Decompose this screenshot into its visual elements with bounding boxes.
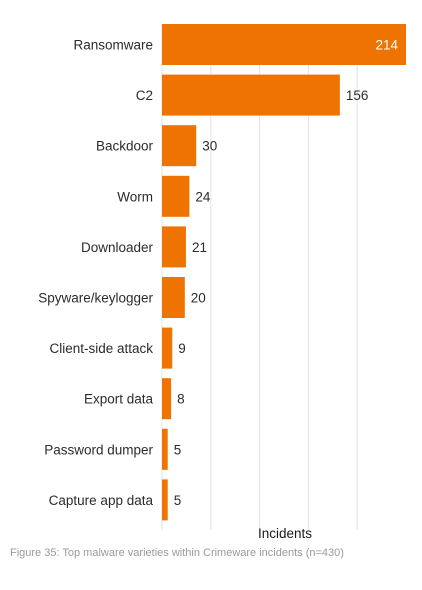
category-label-capture-app-data: Capture app data xyxy=(49,493,154,508)
category-label-export-data: Export data xyxy=(84,392,154,407)
bar-capture-app-data xyxy=(162,479,168,521)
value-label-password-dumper: 5 xyxy=(174,442,182,457)
category-label-worm: Worm xyxy=(117,189,153,204)
bar-downloader xyxy=(162,226,186,268)
value-label-export-data: 8 xyxy=(177,392,185,407)
value-label-downloader: 21 xyxy=(192,240,207,255)
value-label-client-side-attack: 9 xyxy=(178,341,186,356)
category-label-password-dumper: Password dumper xyxy=(44,442,153,457)
x-axis-title: Incidents xyxy=(258,526,312,541)
value-label-backdoor: 30 xyxy=(202,139,217,154)
category-label-downloader: Downloader xyxy=(81,240,154,255)
category-label-spyware-keylogger: Spyware/keylogger xyxy=(38,291,153,306)
value-label-c2: 156 xyxy=(346,88,369,103)
bar-client-side-attack xyxy=(162,327,173,369)
bar-password-dumper xyxy=(162,428,168,470)
value-label-ransomware: 214 xyxy=(375,38,398,53)
category-label-ransomware: Ransomware xyxy=(73,38,153,53)
bar-spyware-keylogger xyxy=(162,277,185,318)
bar-export-data xyxy=(162,378,172,420)
bar-worm xyxy=(162,175,190,217)
figure-caption: Figure 35: Top malware varieties within … xyxy=(10,547,344,559)
bar-c2 xyxy=(162,74,340,116)
category-label-c2: C2 xyxy=(136,88,153,103)
bar-backdoor xyxy=(162,125,197,167)
category-labels: Ransomware C2 Backdoor Worm Downloader Spywar… xyxy=(38,38,153,508)
category-label-client-side-attack: Client-side attack xyxy=(49,341,153,356)
bar-chart: Ransomware C2 Backdoor Worm Downloader Spywar… xyxy=(38,24,406,541)
bars xyxy=(162,24,406,521)
category-label-backdoor: Backdoor xyxy=(96,139,154,154)
value-label-spyware-keylogger: 20 xyxy=(191,291,206,306)
bar-ransomware xyxy=(162,24,406,65)
value-label-worm: 24 xyxy=(195,189,211,204)
value-labels: 214 156 30 24 21 20 9 8 5 5 xyxy=(174,38,399,508)
value-label-capture-app-data: 5 xyxy=(174,493,182,508)
